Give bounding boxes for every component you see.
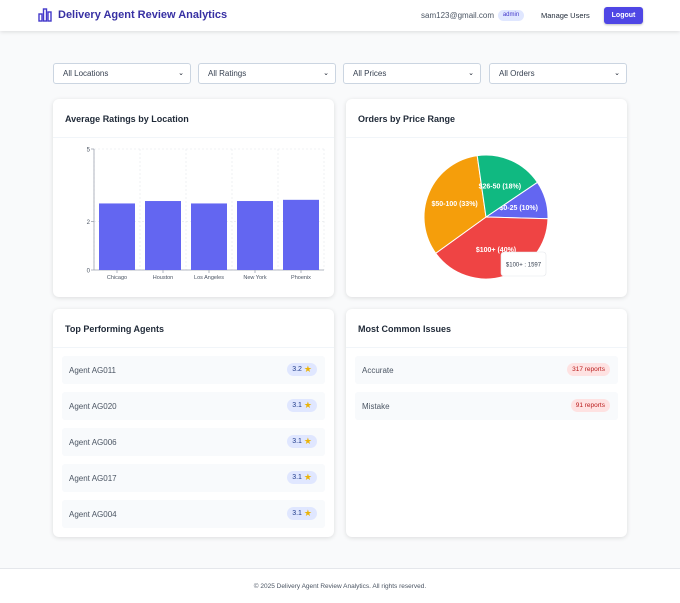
footer: © 2025 Delivery Agent Review Analytics. … <box>0 568 680 603</box>
agent-name: Agent AG017 <box>69 474 117 483</box>
location-filter-value: All Locations <box>63 69 109 78</box>
top-agents-card: Top Performing Agents Agent AG011 3.2 ★ A… <box>53 309 334 537</box>
pie-slice-label: $100+ (40%) <box>476 247 516 254</box>
pie-slice <box>423 155 487 254</box>
rating-value: 3.1 <box>292 438 302 445</box>
rating-value: 3.1 <box>292 510 302 517</box>
star-icon: ★ <box>303 436 312 446</box>
tooltip-text: $100+ : 1597 <box>506 263 542 269</box>
card-title: Most Common Issues <box>358 324 452 334</box>
rating-filter-select[interactable]: All Ratings ⌄ <box>198 63 336 84</box>
chevron-down-icon: ⌄ <box>323 70 329 77</box>
bar <box>145 201 181 270</box>
star-icon: ★ <box>303 472 312 482</box>
rating-badge: 3.1 ★ <box>287 507 317 520</box>
bar <box>283 199 319 270</box>
orders-filter-value: All Orders <box>499 69 535 78</box>
x-tick-label: Chicago <box>107 275 127 281</box>
navbar: Delivery Agent Review Analytics sam123@g… <box>0 0 680 31</box>
issue-row[interactable]: Mistake 91 reports <box>355 392 618 420</box>
chevron-down-icon: ⌄ <box>468 70 474 77</box>
agent-name: Agent AG006 <box>69 438 117 447</box>
x-tick-label: Los Angeles <box>194 275 224 281</box>
pie-slice-label: $0-25 (10%) <box>499 205 538 212</box>
y-tick-label: 2 <box>87 220 91 226</box>
issue-row[interactable]: Accurate 317 reports <box>355 356 618 384</box>
star-icon: ★ <box>303 364 312 374</box>
footer-text: © 2025 Delivery Agent Review Analytics. … <box>253 583 427 590</box>
brand[interactable]: Delivery Agent Review Analytics <box>38 8 227 22</box>
rating-value: 3.2 <box>292 366 302 373</box>
rating-badge: 3.1 ★ <box>287 435 317 448</box>
x-tick-label: New York <box>243 275 266 281</box>
issue-count-badge: 91 reports <box>570 399 610 412</box>
price-filter-value: All Prices <box>353 69 387 78</box>
pie-tooltip: $100+ : 1597 <box>500 251 547 277</box>
card-divider <box>346 137 627 138</box>
common-issues-card: Most Common Issues Accurate 317 reports … <box>346 309 627 537</box>
rating-value: 3.1 <box>292 474 302 481</box>
rating-badge: 3.1 ★ <box>287 399 317 412</box>
card-divider <box>53 347 334 348</box>
bar <box>99 203 135 270</box>
chevron-down-icon: ⌄ <box>614 70 620 77</box>
price-filter-select[interactable]: All Prices ⌄ <box>343 63 481 84</box>
agent-row[interactable]: Agent AG011 3.2 ★ <box>62 356 325 384</box>
x-tick-label: Houston <box>153 275 174 281</box>
user-email: sam123@gmail.com <box>421 11 495 20</box>
card-title: Top Performing Agents <box>65 324 164 334</box>
agent-row[interactable]: Agent AG020 3.1 ★ <box>62 392 325 420</box>
x-tick-label: Phoenix <box>291 275 311 281</box>
price-pie-chart: $0-25 (10%) $100+ (40%) $50-100 (33%) $26-5… <box>423 154 548 280</box>
pie-slice-label: $50-100 (33%) <box>431 201 477 208</box>
issue-label: Accurate <box>362 366 394 375</box>
card-title: Average Ratings by Location <box>65 114 189 124</box>
ratings-bar-chart: 0 2 5 Chicago Houston Los Angeles New York Phoe… <box>87 148 325 281</box>
agent-row[interactable]: Agent AG017 3.1 ★ <box>62 464 325 492</box>
agent-name: Agent AG004 <box>69 510 117 519</box>
role-badge: admin <box>498 10 524 21</box>
bar <box>191 203 227 270</box>
agent-row[interactable]: Agent AG006 3.1 ★ <box>62 428 325 456</box>
card-title: Orders by Price Range <box>358 114 456 124</box>
issue-count-badge: 317 reports <box>567 363 610 376</box>
bar-chart-icon <box>38 8 52 22</box>
ratings-card: Average Ratings by Location 0 2 5 Chicago Ho… <box>53 99 334 297</box>
rating-badge: 3.1 ★ <box>287 471 317 484</box>
app-title: Delivery Agent Review Analytics <box>58 9 228 21</box>
logout-button[interactable]: Logout <box>604 7 643 24</box>
manage-users-link[interactable]: Manage Users <box>541 11 590 20</box>
star-icon: ★ <box>303 400 312 410</box>
rating-badge: 3.2 ★ <box>287 363 317 376</box>
rating-value: 3.1 <box>292 402 302 409</box>
card-divider <box>346 347 627 348</box>
card-divider <box>53 137 334 138</box>
price-card: Orders by Price Range $0-25 (10%) $100+ (… <box>346 99 627 297</box>
issue-label: Mistake <box>362 402 390 411</box>
rating-filter-value: All Ratings <box>208 69 247 78</box>
y-tick-label: 0 <box>87 269 91 275</box>
agent-name: Agent AG020 <box>69 402 117 411</box>
orders-filter-select[interactable]: All Orders ⌄ <box>489 63 627 84</box>
pie-slice-label: $26-50 (18%) <box>479 183 521 190</box>
bar <box>237 201 273 270</box>
agent-name: Agent AG011 <box>69 366 116 375</box>
y-tick-label: 5 <box>87 148 91 154</box>
agent-row[interactable]: Agent AG004 3.1 ★ <box>62 500 325 528</box>
star-icon: ★ <box>303 508 312 518</box>
chevron-down-icon: ⌄ <box>178 70 184 77</box>
location-filter-select[interactable]: All Locations ⌄ <box>53 63 191 84</box>
pie-slice <box>476 154 539 218</box>
